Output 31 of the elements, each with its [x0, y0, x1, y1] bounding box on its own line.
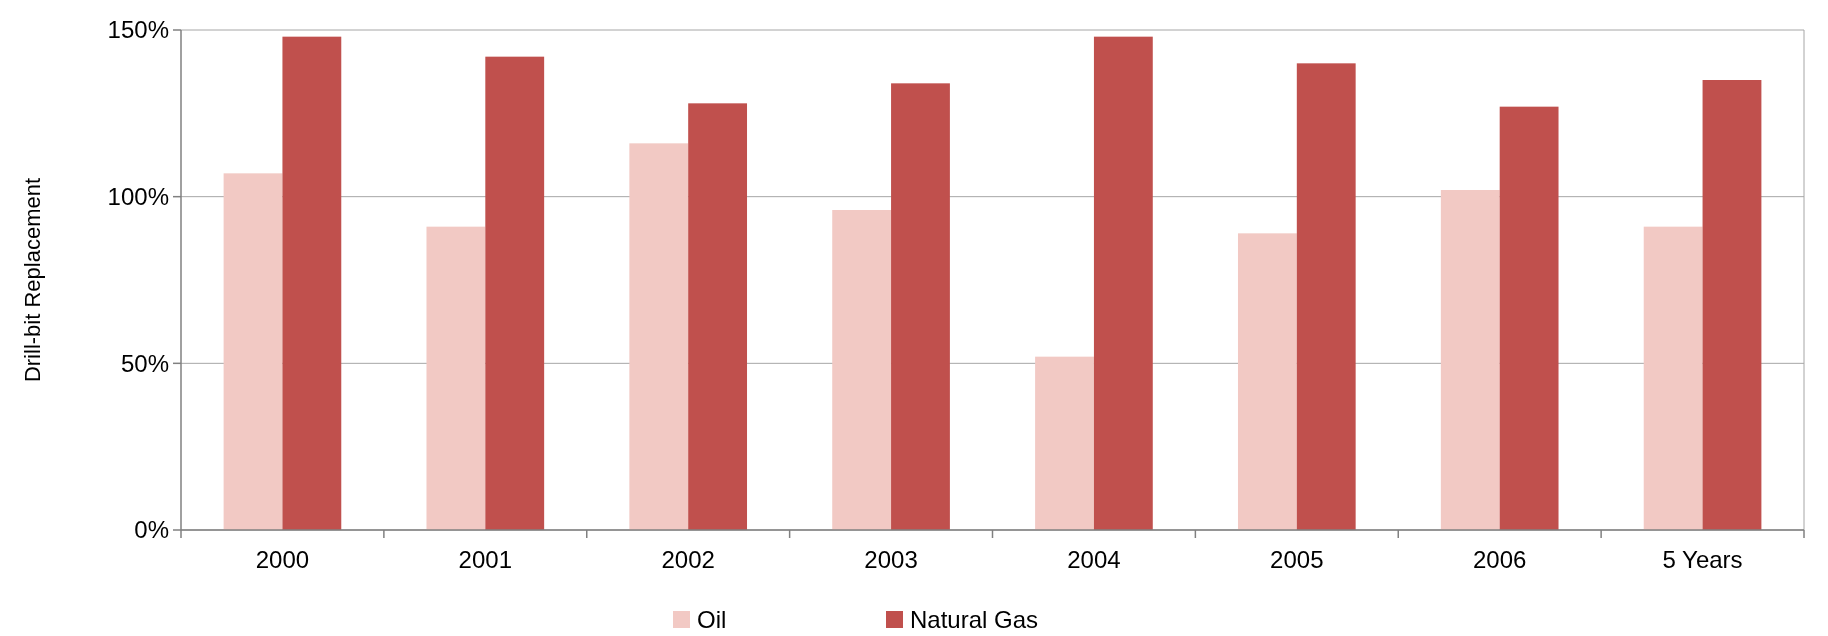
bar: [891, 83, 950, 530]
bar: [1093, 36, 1153, 530]
bar: [1237, 233, 1297, 530]
legend-label: Natural Gas: [910, 606, 1039, 634]
bar: [1440, 190, 1500, 530]
y-axis-title: Drill-bit Replacement: [20, 177, 45, 383]
bar: [223, 173, 283, 530]
bar: [629, 143, 689, 530]
x-tick-label: 2001: [458, 546, 513, 573]
bar: [1499, 106, 1559, 530]
x-tick-label: 2006: [1472, 546, 1527, 573]
bar: [688, 103, 748, 530]
bar: [485, 56, 545, 530]
x-tick-label: 2005: [1270, 546, 1324, 573]
x-tick-label: 2002: [661, 546, 715, 573]
bar: [1296, 63, 1356, 530]
y-tick-label: 100%: [107, 183, 169, 211]
bar: [1702, 80, 1762, 530]
x-tick-label: 2000: [255, 546, 310, 573]
bar: [1035, 356, 1094, 530]
y-tick-label: 150%: [107, 16, 169, 44]
x-tick-label: 2004: [1067, 546, 1121, 573]
x-tick-label: 5 Years: [1662, 546, 1743, 573]
bar: [832, 210, 892, 530]
bar: [426, 226, 486, 530]
y-tick-label: 0%: [134, 516, 169, 544]
x-tick-label: 2003: [864, 546, 918, 573]
legend-label: Oil: [697, 606, 727, 634]
bar: [282, 36, 342, 530]
bar: [1643, 226, 1703, 530]
y-tick-label: 50%: [120, 349, 169, 377]
